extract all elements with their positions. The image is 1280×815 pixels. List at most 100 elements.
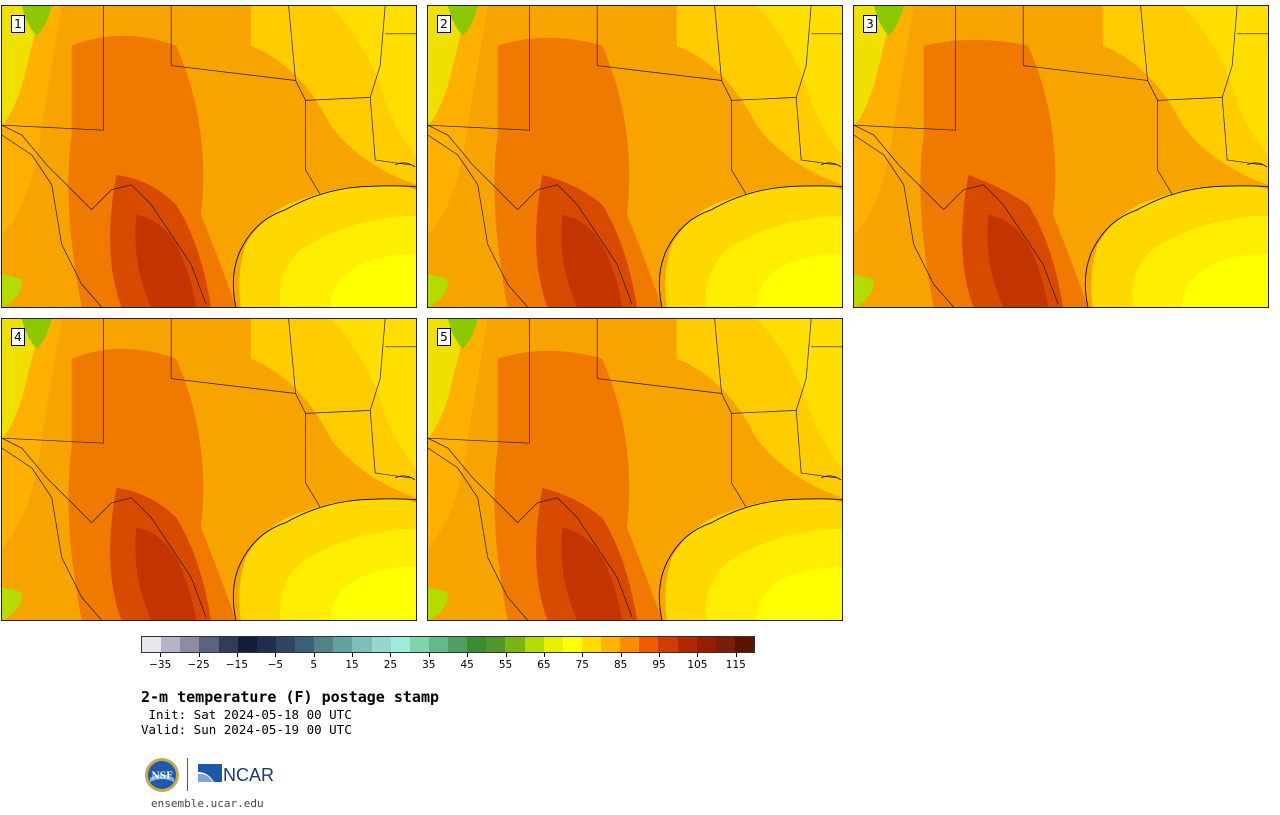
state-boundary — [2, 124, 207, 305]
colorbar-segment — [371, 637, 391, 652]
colorbar-tick-label: 25 — [383, 659, 398, 671]
panel-label: 4 — [11, 328, 25, 346]
state-boundary — [428, 134, 528, 307]
colorbar-tick-label: 85 — [614, 659, 628, 671]
colorbar-segment — [199, 637, 219, 652]
colorbar-segment — [333, 637, 353, 652]
colorbar-segment — [715, 637, 735, 652]
state-boundary — [428, 319, 530, 444]
state-boundary — [305, 6, 386, 101]
state-boundary — [596, 6, 747, 195]
colorbar-tick-mark — [352, 653, 354, 657]
temperature-field — [428, 319, 468, 439]
state-boundary — [714, 319, 722, 394]
panel-label: 3 — [863, 15, 877, 33]
colorbar-tick-label: −35 — [149, 659, 172, 671]
temperature-field — [873, 6, 904, 36]
gulf-of-mexico — [330, 254, 416, 307]
colorbar-tick-mark — [697, 653, 699, 657]
coastline — [658, 498, 842, 620]
coastline — [820, 475, 842, 481]
colorbar-tick-label: 55 — [498, 659, 513, 671]
state-boundary — [170, 6, 321, 195]
temperature-field — [854, 6, 894, 126]
state-boundary — [428, 6, 530, 131]
gulf-of-mexico — [756, 254, 842, 307]
colorbar-tick-mark — [390, 653, 392, 657]
colorbar-segment — [409, 637, 429, 652]
temperature-field — [447, 319, 478, 349]
state-boundary — [428, 124, 633, 305]
temperature-field — [756, 319, 842, 469]
map-panel-1: 1 — [1, 5, 417, 308]
temperature-field — [135, 214, 197, 307]
colorbar-segment — [620, 637, 640, 652]
colorbar-segment — [352, 637, 372, 652]
panel-label: 2 — [437, 15, 451, 33]
state-boundary — [714, 6, 722, 81]
temperature-field — [854, 274, 874, 307]
colorbar-segment — [639, 637, 659, 652]
state-boundary — [170, 319, 321, 508]
coastline — [232, 185, 416, 307]
colorbar-segment — [314, 637, 334, 652]
colorbar-tick-mark — [236, 653, 238, 657]
state-boundary — [1140, 6, 1148, 81]
colorbar-ticks: −35 −25 −15 −5 5 15 25 35 45 55 65 75 85 95 105 115 — [141, 653, 755, 673]
colorbar-segment — [275, 637, 295, 652]
state-boundary — [854, 6, 956, 131]
colorbar-segment — [677, 637, 697, 652]
colorbar-tick-mark — [582, 653, 584, 657]
temperature-field — [447, 6, 478, 36]
temperature-field — [756, 6, 842, 156]
state-boundary — [731, 6, 812, 101]
map-panel-3: 3 — [853, 5, 1269, 308]
temperature-field — [21, 319, 52, 349]
colorbar-tick-label: 105 — [687, 659, 708, 671]
colorbar-segment — [295, 637, 315, 652]
colorbar-segment — [734, 637, 754, 652]
temperature-field — [330, 6, 416, 156]
colorbar-tick-mark — [428, 653, 430, 657]
colorbar-tick-mark — [543, 653, 545, 657]
colorbar-tick-mark — [659, 653, 661, 657]
ncar-logo-icon: NCAR — [198, 764, 274, 785]
colorbar-tick-mark — [467, 653, 469, 657]
site-url: ensemble.ucar.edu — [151, 797, 264, 810]
coastline — [394, 475, 416, 481]
colorbar-segment — [390, 637, 410, 652]
colorbar-tick-mark — [313, 653, 315, 657]
nsf-logo-icon: NSF — [145, 758, 179, 792]
plot-title: 2-m temperature (F) postage stamp — [141, 688, 440, 706]
colorbar-segment — [142, 637, 162, 652]
colorbar-tick-mark — [735, 653, 737, 657]
colorbar-segment — [467, 637, 487, 652]
state-boundary — [428, 437, 633, 618]
colorbar-segment — [658, 637, 678, 652]
nsf-text: NSF — [151, 772, 173, 782]
colorbar-tick-mark — [505, 653, 507, 657]
colorbar-segment — [543, 637, 563, 652]
coastline — [1246, 162, 1268, 168]
init-time: Init: Sat 2024-05-18 00 UTC — [141, 707, 352, 722]
state-boundary — [854, 134, 954, 307]
gulf-of-mexico — [1182, 254, 1268, 307]
temperature-field — [2, 319, 42, 439]
state-boundary — [305, 319, 386, 414]
state-boundary — [731, 319, 812, 414]
colorbar-segment — [562, 637, 582, 652]
temperature-field — [561, 214, 623, 307]
colorbar-tick-label: 5 — [310, 659, 318, 671]
coastline — [820, 162, 842, 168]
colorbar-segment — [256, 637, 276, 652]
map-2 — [428, 6, 842, 307]
colorbar-tick-label: −5 — [267, 659, 284, 671]
colorbar-segment — [581, 637, 601, 652]
temperature-field — [135, 527, 197, 620]
colorbar-tick-label: 75 — [575, 659, 589, 671]
colorbar-tick-label: 65 — [537, 659, 551, 671]
temperature-field — [561, 527, 623, 620]
temperature-field — [987, 214, 1049, 307]
temperature-field — [1182, 6, 1268, 156]
colorbar-tick-label: 15 — [345, 659, 359, 671]
